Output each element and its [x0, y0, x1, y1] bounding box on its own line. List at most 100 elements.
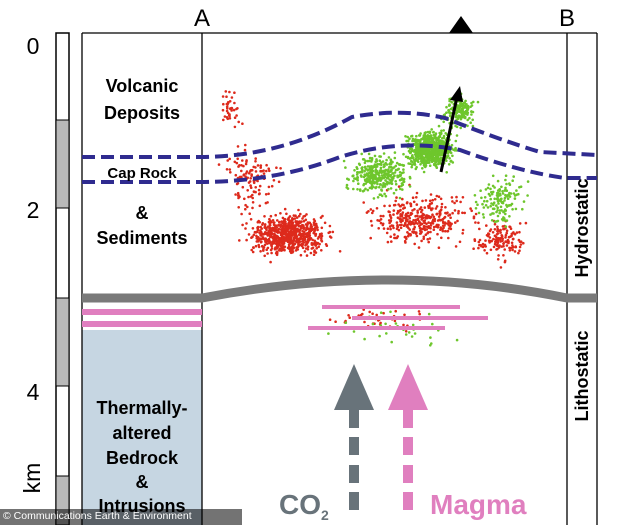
red-point [258, 184, 262, 188]
red-point [224, 90, 228, 93]
red-point [472, 247, 475, 250]
red-point [260, 227, 264, 230]
red-point [429, 222, 433, 225]
red-point [260, 169, 264, 173]
red-point [233, 160, 237, 164]
red-point [416, 211, 420, 214]
green-point [428, 130, 431, 134]
red-point [392, 203, 396, 207]
red-point [432, 218, 435, 221]
green-point [411, 139, 414, 143]
green-point [358, 163, 362, 167]
red-point [370, 224, 374, 227]
red-point [496, 239, 500, 243]
red-point [401, 197, 404, 201]
red-point [492, 245, 496, 249]
green-point [327, 332, 330, 335]
red-point [408, 228, 412, 231]
green-point [368, 159, 372, 163]
green-point [410, 163, 414, 166]
red-point [504, 236, 507, 239]
red-point [261, 223, 264, 226]
green-point [378, 171, 381, 174]
red-point [309, 251, 313, 255]
green-point [526, 180, 530, 183]
red-point [285, 233, 288, 237]
red-point [247, 233, 251, 236]
red-point [393, 319, 397, 323]
red-point [259, 250, 262, 253]
red-point [235, 161, 239, 165]
green-point [426, 134, 430, 137]
green-point [362, 183, 365, 187]
green-point [484, 204, 488, 207]
red-point [369, 208, 373, 211]
red-point [252, 233, 256, 237]
red-point [477, 240, 481, 244]
red-point [301, 217, 304, 220]
red-point [411, 196, 415, 199]
green-point [449, 151, 453, 155]
red-point [389, 220, 393, 223]
green-point [408, 176, 412, 180]
green-point [345, 186, 349, 189]
green-point [408, 137, 411, 140]
green-point [460, 107, 464, 110]
red-point [425, 228, 429, 231]
red-point [474, 221, 477, 224]
red-point [435, 225, 439, 229]
green-point [410, 159, 413, 163]
green-point [431, 322, 434, 326]
red-point [232, 108, 236, 112]
red-point [304, 228, 308, 232]
red-point [251, 193, 254, 197]
red-point [456, 219, 459, 223]
green-point [389, 179, 393, 182]
green-point [424, 165, 427, 169]
green-point [507, 193, 510, 197]
green-point [363, 173, 367, 176]
red-point [399, 226, 403, 230]
red-point [405, 219, 409, 223]
green-point [470, 113, 473, 116]
red-point [412, 219, 415, 222]
red-point [363, 320, 366, 324]
red-point [494, 240, 497, 244]
red-point [252, 181, 256, 185]
red-point [323, 221, 327, 225]
green-point [500, 209, 503, 212]
red-point [251, 227, 255, 230]
red-point [290, 246, 293, 249]
green-point [474, 207, 478, 210]
red-point [264, 237, 268, 240]
green-point [375, 158, 378, 161]
green-point [397, 163, 401, 166]
red-point [461, 232, 465, 235]
green-point [383, 192, 386, 196]
red-point [281, 235, 284, 239]
red-point [393, 233, 396, 236]
section-start-label: A [194, 5, 210, 32]
red-point [270, 243, 273, 247]
red-point [488, 236, 492, 239]
red-point [236, 157, 239, 161]
green-point [378, 334, 381, 338]
red-point [284, 237, 287, 241]
green-point [366, 165, 370, 168]
green-point [459, 104, 463, 107]
red-point [235, 107, 238, 111]
red-point [300, 233, 304, 237]
red-point [273, 221, 276, 224]
green-point [447, 163, 451, 166]
red-point [484, 239, 487, 242]
red-point [398, 209, 401, 213]
red-point [427, 231, 430, 234]
red-point [301, 246, 305, 250]
green-point [497, 202, 500, 205]
red-point [269, 219, 272, 223]
green-point [382, 165, 386, 169]
red-point [500, 245, 504, 248]
red-point [383, 204, 386, 208]
green-point [404, 333, 408, 336]
green-point [422, 156, 425, 160]
